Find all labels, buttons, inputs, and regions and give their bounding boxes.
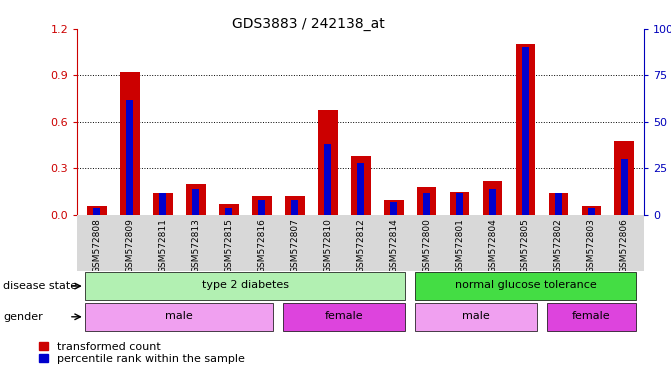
Text: GSM572812: GSM572812 <box>356 218 365 273</box>
Bar <box>120 72 140 215</box>
Legend: transformed count, percentile rank within the sample: transformed count, percentile rank withi… <box>39 341 245 364</box>
Text: normal glucose tolerance: normal glucose tolerance <box>455 280 597 290</box>
Bar <box>415 303 537 331</box>
Text: GSM572807: GSM572807 <box>291 218 299 273</box>
Text: disease state: disease state <box>3 281 77 291</box>
Bar <box>85 303 273 331</box>
Text: GSM572800: GSM572800 <box>422 218 431 273</box>
Bar <box>324 144 331 215</box>
Bar <box>219 204 239 215</box>
Bar <box>615 141 634 215</box>
Bar <box>450 192 470 215</box>
Bar <box>285 197 305 215</box>
Text: GSM572809: GSM572809 <box>125 218 134 273</box>
Bar <box>515 44 535 215</box>
Bar <box>258 200 265 215</box>
Text: GSM572811: GSM572811 <box>158 218 167 273</box>
Text: type 2 diabetes: type 2 diabetes <box>202 280 289 290</box>
Bar <box>456 193 463 215</box>
Bar <box>522 47 529 215</box>
Bar <box>582 206 601 215</box>
Bar <box>423 193 430 215</box>
Bar <box>283 303 405 331</box>
Bar <box>186 184 206 215</box>
Text: GSM572803: GSM572803 <box>587 218 596 273</box>
Text: GSM572801: GSM572801 <box>455 218 464 273</box>
Bar <box>482 181 503 215</box>
Bar <box>549 193 568 215</box>
Text: GSM572815: GSM572815 <box>224 218 234 273</box>
Text: GDS3883 / 242138_at: GDS3883 / 242138_at <box>232 17 385 31</box>
Bar <box>225 208 232 215</box>
Text: female: female <box>572 311 611 321</box>
Text: GSM572810: GSM572810 <box>323 218 332 273</box>
Bar <box>621 159 628 215</box>
Text: GSM572802: GSM572802 <box>554 218 563 273</box>
Text: GSM572804: GSM572804 <box>488 218 497 273</box>
Text: GSM572813: GSM572813 <box>191 218 201 273</box>
Text: female: female <box>325 311 364 321</box>
Bar <box>87 206 107 215</box>
Text: gender: gender <box>3 312 43 322</box>
Bar <box>126 99 134 215</box>
Bar <box>384 200 403 215</box>
Bar <box>588 208 595 215</box>
Bar <box>318 109 338 215</box>
Bar <box>351 156 370 215</box>
Bar <box>252 197 272 215</box>
Text: GSM572805: GSM572805 <box>521 218 530 273</box>
Bar <box>85 272 405 300</box>
Bar <box>417 187 436 215</box>
Bar <box>547 303 636 331</box>
Bar <box>489 189 496 215</box>
Text: GSM572814: GSM572814 <box>389 218 398 273</box>
Bar <box>415 272 636 300</box>
Bar <box>93 208 101 215</box>
Bar <box>390 202 397 215</box>
Text: male: male <box>462 311 490 321</box>
Bar <box>555 193 562 215</box>
Bar <box>193 189 199 215</box>
Text: male: male <box>166 311 193 321</box>
Bar <box>153 193 172 215</box>
Bar <box>357 163 364 215</box>
Bar <box>291 200 298 215</box>
Text: GSM572816: GSM572816 <box>257 218 266 273</box>
Text: GSM572806: GSM572806 <box>620 218 629 273</box>
Bar <box>160 193 166 215</box>
Text: GSM572808: GSM572808 <box>93 218 101 273</box>
